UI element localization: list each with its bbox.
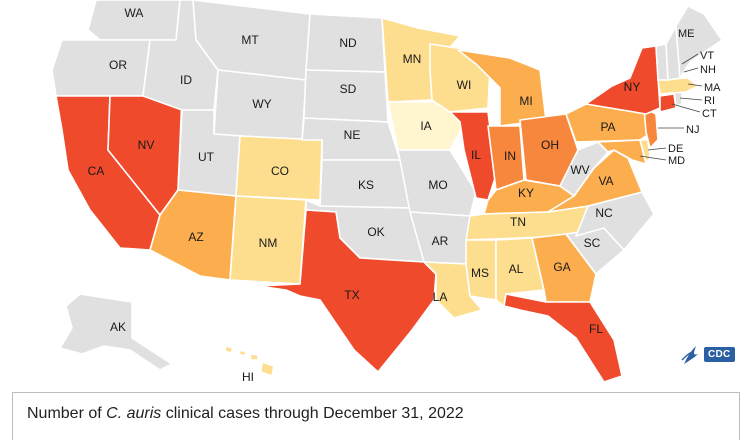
state-label-hi: HI <box>242 370 254 384</box>
us-choropleth-map: WA OR CA NV ID MT WY UT AZ CO NM ND SD N… <box>51 0 723 384</box>
state-label-ga: GA <box>553 260 570 274</box>
state-ak[interactable] <box>59 293 173 371</box>
state-label-ut: UT <box>198 150 215 164</box>
state-ct[interactable] <box>659 93 677 113</box>
state-label-wv: WV <box>570 163 589 177</box>
state-label-nv: NV <box>138 138 155 152</box>
state-label-wy: WY <box>252 97 271 111</box>
state-label-ma: MA <box>704 82 721 94</box>
state-label-id: ID <box>180 73 192 87</box>
state-label-oh: OH <box>541 138 559 152</box>
map-caption: Number of C. auris clinical cases throug… <box>27 405 464 423</box>
state-label-mt: MT <box>241 33 259 47</box>
state-label-fl: FL <box>589 322 603 336</box>
state-label-ms: MS <box>471 266 489 280</box>
state-il[interactable] <box>449 111 497 201</box>
state-label-vt: VT <box>700 50 714 62</box>
state-ma[interactable] <box>657 77 699 95</box>
state-label-sd: SD <box>340 82 357 96</box>
caption-prefix: Number of <box>27 405 107 422</box>
state-label-ok: OK <box>367 225 384 239</box>
cdc-logo-text: CDC <box>704 346 735 362</box>
state-label-ia: IA <box>420 119 431 133</box>
state-de[interactable] <box>639 139 651 163</box>
state-or[interactable] <box>51 39 151 97</box>
state-tx[interactable] <box>257 209 437 373</box>
state-label-la: LA <box>433 290 448 304</box>
state-label-de: DE <box>668 143 683 155</box>
state-labels: WA OR CA NV ID MT WY UT AZ CO NM ND SD N… <box>88 6 721 384</box>
state-hi[interactable] <box>224 345 275 377</box>
hhs-eagle-icon <box>681 346 698 364</box>
caption-suffix: clinical cases through December 31, 2022 <box>161 405 464 422</box>
state-ny[interactable] <box>585 45 661 115</box>
state-nj[interactable] <box>643 107 659 149</box>
state-ri[interactable] <box>673 91 683 107</box>
state-label-wa: WA <box>125 6 144 20</box>
state-label-mn: MN <box>403 52 422 66</box>
state-label-ak: AK <box>110 320 126 334</box>
state-label-ky: KY <box>518 186 534 200</box>
state-label-wi: WI <box>457 78 472 92</box>
state-label-tx: TX <box>344 288 359 302</box>
state-label-il: IL <box>471 148 481 162</box>
state-label-me: ME <box>678 28 695 40</box>
state-me[interactable] <box>675 5 723 79</box>
state-label-nj: NJ <box>686 124 699 136</box>
caption-organism: C. auris <box>106 405 162 422</box>
state-label-ny: NY <box>624 80 641 94</box>
state-label-or: OR <box>109 58 127 72</box>
state-label-nd: ND <box>339 36 357 50</box>
state-label-nm: NM <box>259 236 278 250</box>
cdc-logo: CDC <box>680 342 735 366</box>
state-label-mo: MO <box>428 178 447 192</box>
state-label-sc: SC <box>584 236 601 250</box>
state-label-tn: TN <box>510 215 526 229</box>
state-label-nh: NH <box>700 64 716 76</box>
state-label-nc: NC <box>595 206 613 220</box>
state-mo[interactable] <box>397 149 477 217</box>
state-label-az: AZ <box>188 230 203 244</box>
state-label-md: MD <box>668 155 685 167</box>
state-label-al: AL <box>509 262 524 276</box>
state-label-mi: MI <box>519 94 532 108</box>
state-label-in: IN <box>504 149 516 163</box>
state-fl[interactable] <box>503 293 623 383</box>
state-label-ks: KS <box>358 178 374 192</box>
state-label-ct: CT <box>702 108 717 120</box>
state-label-ri: RI <box>704 95 715 107</box>
state-label-pa: PA <box>600 120 615 134</box>
state-label-va: VA <box>598 174 613 188</box>
state-label-ar: AR <box>432 234 449 248</box>
state-label-ca: CA <box>88 164 105 178</box>
state-label-ne: NE <box>344 128 361 142</box>
state-ms[interactable] <box>465 239 497 301</box>
state-label-co: CO <box>271 164 289 178</box>
caption-box: Number of C. auris clinical cases throug… <box>12 392 740 440</box>
